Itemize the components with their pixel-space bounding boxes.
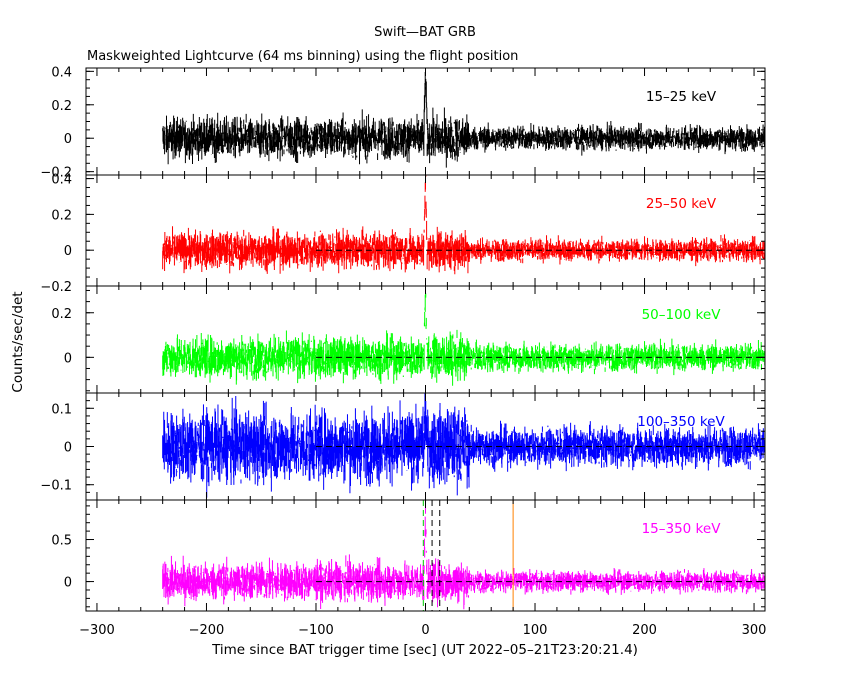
y-tick-label: 0.2	[51, 307, 72, 322]
panel-5: 0 0.5 15–350 keV	[51, 499, 766, 612]
y-tick-label: 0.1	[51, 402, 72, 417]
panel-3: 0 0.2 50–100 keV	[51, 285, 766, 394]
y-tick-label: −0.1	[40, 479, 72, 494]
x-tick-label: 200	[632, 623, 657, 638]
y-tick-label: 0	[64, 244, 72, 259]
panel-4-band-label: 100–350 keV	[637, 414, 725, 430]
panel-2-curve	[162, 175, 765, 275]
panel-1-curve	[162, 68, 765, 168]
y-tick-label: 0	[64, 351, 72, 366]
panel-1-band-label: 15–25 keV	[646, 89, 717, 105]
y-tick-label: 0.4	[51, 173, 72, 188]
panel-5-band-label: 15–350 keV	[642, 521, 722, 537]
panel-2-band-label: 25–50 keV	[646, 196, 717, 212]
panel-3-band-label: 50–100 keV	[642, 307, 722, 323]
panel-1-series	[162, 68, 765, 168]
x-tick-label: −100	[298, 623, 334, 638]
x-tick-label: −300	[79, 623, 115, 638]
panel-4: −0.1 0 0.1 100–350 keV	[40, 392, 766, 501]
y-tick-label: 0	[64, 576, 72, 591]
x-tick-label: −200	[189, 623, 225, 638]
y-tick-label: 0.4	[51, 65, 72, 80]
chart-subtitle: Maskweighted Lightcurve (64 ms binning) …	[87, 49, 518, 64]
chart-title: Swift—BAT GRB	[374, 25, 476, 40]
x-axis: −300 −200 −100 0 100 200 300	[79, 623, 766, 638]
y-tick-label: 0	[64, 441, 72, 456]
panel-4-series	[162, 393, 765, 498]
y-tick-label: −0.2	[40, 166, 72, 181]
x-tick-label: 0	[421, 623, 429, 638]
panel-1: −0.2 0 0.2 0.4 15–25 keV	[40, 65, 766, 181]
panels: −0.2 0 0.2 0.4 15–25 keV −0.2 0 0.2 0.4 25–50 keV…	[40, 65, 766, 612]
panel-4-curve	[162, 393, 765, 498]
y-tick-label: 0.2	[51, 208, 72, 223]
panel-3-series	[162, 286, 765, 386]
y-tick-label: 0	[64, 132, 72, 147]
panel-3-curve	[162, 286, 765, 386]
x-tick-label: 300	[742, 623, 767, 638]
y-tick-label: 0.2	[51, 99, 72, 114]
x-tick-label: 100	[523, 623, 548, 638]
panel-2-series	[162, 175, 765, 275]
x-axis-label: Time since BAT trigger time [sec] (UT 20…	[211, 642, 638, 658]
panel-2: −0.2 0 0.2 0.4 25–50 keV	[40, 173, 766, 295]
y-axis-label: Counts/sec/det	[10, 291, 26, 392]
y-tick-label: 0.5	[51, 534, 72, 549]
y-tick-label: −0.2	[40, 280, 72, 295]
